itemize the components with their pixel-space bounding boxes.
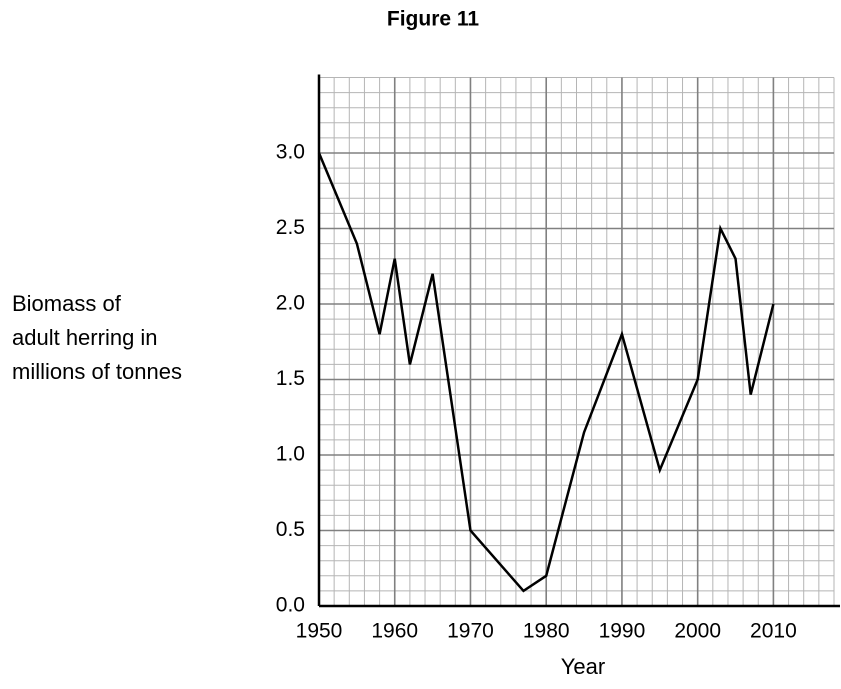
x-tick-label: 1970	[447, 620, 494, 643]
y-tick-label: 1.0	[276, 443, 305, 466]
x-tick-label: 2000	[674, 620, 721, 643]
data-line	[317, 152, 775, 593]
y-tick-label: 1.5	[276, 367, 305, 390]
y-tick-label: 2.5	[276, 216, 305, 239]
y-tick-label: 0.5	[276, 518, 305, 541]
x-tick-label: 1990	[599, 620, 646, 643]
x-tick-label: 2010	[750, 620, 797, 643]
y-axis-label: millions of tonnes	[12, 359, 182, 384]
y-axis-label: Biomass of	[12, 291, 122, 316]
y-axis-label: adult herring in	[12, 325, 158, 350]
chart-title: Figure 11	[387, 8, 480, 31]
y-tick-label: 0.0	[276, 594, 305, 617]
y-tick-label: 2.0	[276, 292, 305, 315]
x-axis-label: Year	[561, 654, 605, 679]
x-tick-label: 1980	[523, 620, 570, 643]
y-tick-label: 3.0	[276, 141, 305, 164]
x-tick-label: 1960	[371, 620, 418, 643]
x-tick-label: 1950	[296, 620, 343, 643]
